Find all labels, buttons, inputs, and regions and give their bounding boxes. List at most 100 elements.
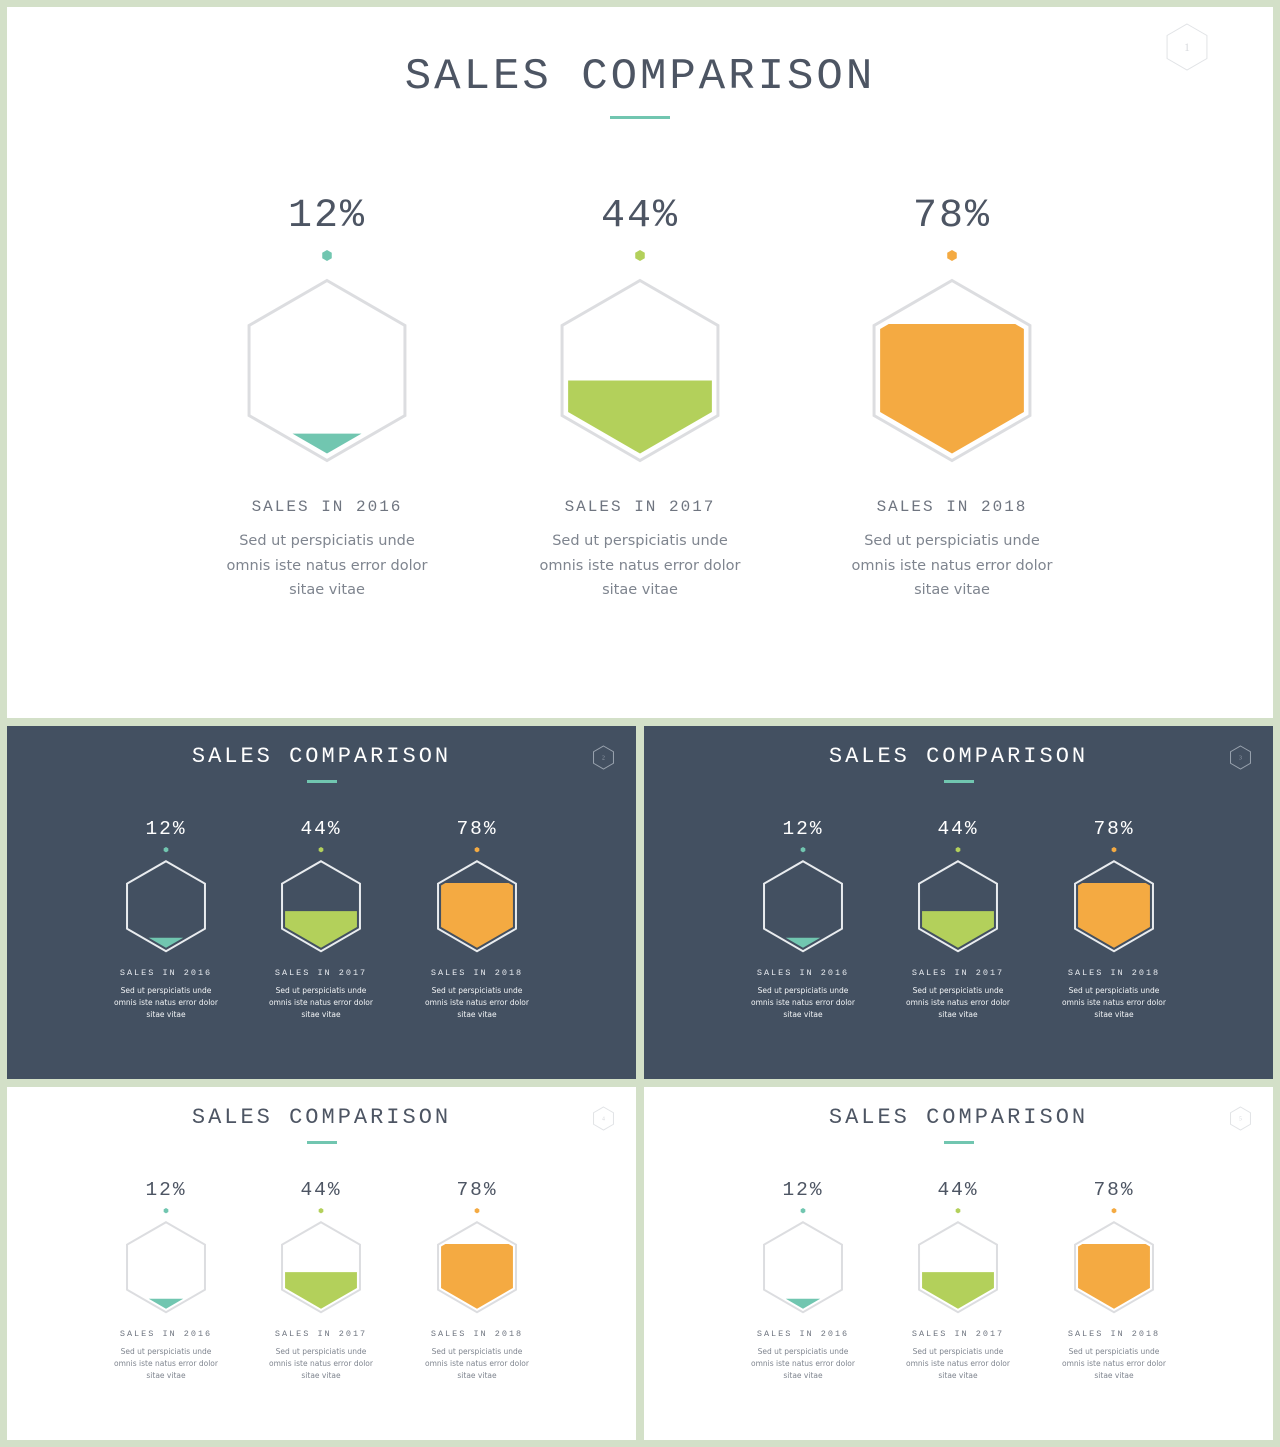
description-line: sitae vitae: [938, 1010, 978, 1020]
description: Sed ut perspiciatis unde omnis iste natus…: [1044, 1346, 1184, 1383]
color-dot-icon: [318, 1207, 324, 1214]
page-number-hexagon: [592, 744, 614, 770]
color-dot-icon: [947, 249, 957, 261]
description-line: sitae vitae: [914, 582, 990, 598]
hexagon-fill-level: [285, 1271, 357, 1309]
title-underline: [943, 1141, 974, 1144]
color-dot-icon: [322, 249, 332, 261]
sales-item-1: 12% SALES IN 2016 Sed ut perspiciatis unde…: [7, 726, 636, 1079]
hexagon-fill-level: [148, 1298, 184, 1309]
description-line: sitae vitae: [1094, 1371, 1134, 1381]
description-line: sitae vitae: [602, 582, 678, 598]
hexagon-gauge: [560, 249, 720, 462]
page-number: 2: [602, 755, 605, 761]
hexagon-fill-level: [880, 323, 1024, 453]
year-caption: SALES IN 2016: [251, 498, 403, 516]
hexagon-fill-level: [148, 937, 184, 948]
hexagon-gauge: [763, 846, 843, 953]
slide-2: SALES COMPARISON 2 12% SALES IN 2016 Sed ut …: [7, 726, 636, 1079]
percent-label: 78%: [1093, 818, 1135, 840]
hexagon-fill-level: [568, 379, 712, 453]
color-dot-icon: [955, 846, 961, 853]
hexagon-fill-level: [922, 1271, 994, 1309]
description-line: sitae vitae: [146, 1371, 186, 1381]
description: Sed ut perspiciatis unde omnis iste natus…: [96, 1346, 236, 1383]
hexagon-outline: [126, 859, 206, 953]
page-number: 5: [1239, 1116, 1242, 1122]
description-line: omnis iste natus error dolor: [906, 998, 1010, 1008]
page-number-badge: 3: [1229, 744, 1251, 770]
sales-item-2: 44% SALES IN 2017 Sed ut perspiciatis unde…: [7, 7, 1273, 718]
hexagon-gauge: [437, 846, 517, 953]
description-line: Sed ut perspiciatis unde: [275, 1347, 367, 1356]
description-line: Sed ut perspiciatis unde: [120, 1347, 212, 1356]
percent-label: 44%: [937, 1179, 979, 1201]
slide-title: SALES COMPARISON: [828, 1105, 1089, 1130]
sales-item-1: 12% SALES IN 2016 Sed ut perspiciatis unde…: [644, 1087, 1273, 1440]
description-line: Sed ut perspiciatis unde: [431, 1347, 523, 1356]
sales-item-3: 78% SALES IN 2018 Sed ut perspiciatis unde…: [644, 726, 1273, 1079]
page-number-hexagon: [1229, 1105, 1251, 1131]
color-dot-icon: [318, 846, 324, 853]
sales-item-3: 78% SALES IN 2018 Sed ut perspiciatis unde…: [7, 7, 1273, 718]
hexagon-fill-level: [922, 910, 994, 948]
description-line: Sed ut perspiciatis unde: [757, 986, 849, 995]
description-line: Sed ut perspiciatis unde: [1068, 1347, 1160, 1356]
description: Sed ut perspiciatis unde omnis iste natus…: [733, 985, 873, 1022]
description: Sed ut perspiciatis unde omnis iste natus…: [96, 985, 236, 1022]
hexagon-fill-level: [441, 1243, 513, 1309]
description-line: Sed ut perspiciatis unde: [912, 986, 1004, 995]
hexagon-outline: [437, 859, 517, 953]
slide-title: SALES COMPARISON: [191, 1105, 452, 1130]
hexagon-fill-level: [292, 433, 362, 453]
description-line: sitae vitae: [1094, 1010, 1134, 1020]
percent-label: 12%: [782, 1179, 824, 1201]
slide-title: SALES COMPARISON: [828, 744, 1089, 769]
hexagon-fill-level: [1078, 1243, 1150, 1309]
year-caption: SALES IN 2016: [119, 968, 213, 978]
hexagon-fill-level: [785, 1298, 821, 1309]
percent-label: 44%: [300, 1179, 342, 1201]
sales-item-1: 12% SALES IN 2016 Sed ut perspiciatis unde…: [7, 7, 1273, 718]
percent-label: 12%: [782, 818, 824, 840]
description: Sed ut perspiciatis unde omnis iste natus…: [407, 985, 547, 1022]
hexagon-gauge: [872, 249, 1032, 462]
percent-label: 12%: [287, 194, 366, 239]
description: Sed ut perspiciatis unde omnis iste natus…: [251, 985, 391, 1022]
page-number-badge: 5: [1229, 1105, 1251, 1131]
description-line: sitae vitae: [301, 1010, 341, 1020]
year-caption: SALES IN 2018: [1067, 968, 1161, 978]
year-caption: SALES IN 2016: [756, 1329, 850, 1339]
description-line: omnis iste natus error dolor: [751, 1359, 855, 1369]
year-caption: SALES IN 2016: [119, 1329, 213, 1339]
description-line: sitae vitae: [457, 1010, 497, 1020]
description-line: sitae vitae: [301, 1371, 341, 1381]
hexagon-gauge: [918, 846, 998, 953]
year-caption: SALES IN 2017: [274, 1329, 368, 1339]
description-line: omnis iste natus error dolor: [751, 998, 855, 1008]
year-caption: SALES IN 2017: [274, 968, 368, 978]
description-line: omnis iste natus error dolor: [226, 557, 428, 574]
slide-3: SALES COMPARISON 3 12% SALES IN 2016 Sed ut …: [644, 726, 1273, 1079]
sales-item-3: 78% SALES IN 2018 Sed ut perspiciatis unde…: [7, 1087, 636, 1440]
color-dot-icon: [474, 1207, 480, 1214]
year-caption: SALES IN 2018: [430, 1329, 524, 1339]
description: Sed ut perspiciatis unde omnis iste natus…: [251, 1346, 391, 1383]
description-line: omnis iste natus error dolor: [539, 557, 741, 574]
percent-label: 78%: [1093, 1179, 1135, 1201]
title-underline: [943, 780, 974, 783]
color-dot-icon: [1111, 1207, 1117, 1214]
page-number: 1: [1184, 42, 1190, 54]
description-line: Sed ut perspiciatis unde: [757, 1347, 849, 1356]
description-line: Sed ut perspiciatis unde: [864, 533, 1040, 549]
page-number-hexagon: [1166, 23, 1208, 71]
percent-label: 78%: [456, 1179, 498, 1201]
percent-label: 78%: [456, 818, 498, 840]
hexagon-outline: [247, 278, 407, 462]
description-line: sitae vitae: [938, 1371, 978, 1381]
hexagon-gauge: [918, 1207, 998, 1314]
title-underline: [306, 780, 337, 783]
sales-item-3: 78% SALES IN 2018 Sed ut perspiciatis unde…: [644, 1087, 1273, 1440]
page-number-hexagon: [1229, 744, 1251, 770]
hexagon-outline: [1074, 859, 1154, 953]
